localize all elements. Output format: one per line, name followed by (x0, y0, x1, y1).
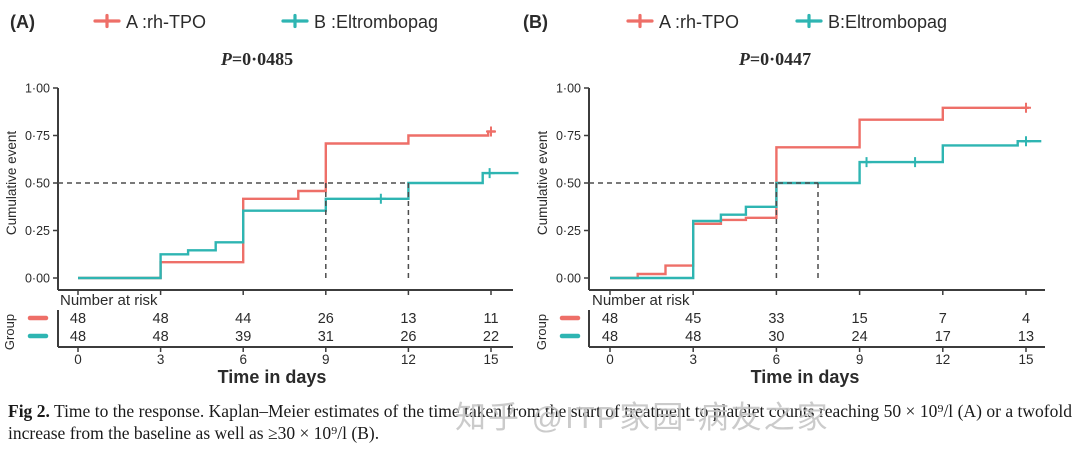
risk-count: 48 (602, 329, 618, 345)
risk-count: 48 (685, 329, 701, 345)
y-tick-label: 0·25 (556, 224, 581, 238)
y-axis-label: Cumulative event (4, 131, 19, 236)
p-symbol: P (738, 49, 751, 69)
x-tick-label: 9 (322, 352, 330, 367)
censor-mark-icon (375, 193, 386, 204)
censor-mark-icon (910, 157, 921, 168)
risk-count: 15 (852, 311, 868, 327)
group-axis-label: Group (534, 314, 549, 350)
risk-count: 44 (235, 311, 251, 327)
x-tick-label: 3 (157, 352, 165, 367)
censor-mark-icon (1021, 102, 1031, 113)
p-number: =0·0447 (750, 49, 811, 69)
censor-mark-icon (486, 126, 496, 137)
censor-mark-icon (861, 157, 872, 168)
risk-table-header: Number at risk (592, 292, 690, 309)
km-figure: (A) A :rh-TPO B :Eltrombopag P=0·0485 Cu… (2, 12, 1045, 387)
risk-count: 26 (318, 311, 334, 327)
x-tick-label: 6 (239, 352, 247, 367)
panel-b: (B) A :rh-TPO B:Eltrombopag P=0·0447 Cum… (523, 12, 1045, 387)
panel-b-label: (B) (523, 12, 548, 32)
panel-b-generated: 1·00 0·75 0·50 0·25 0·00 0 48 48 3 45 48 6 33 30 9 15 24… (556, 82, 1042, 367)
risk-count: 13 (400, 311, 416, 327)
risk-count: 45 (685, 311, 701, 327)
x-tick-label: 3 (689, 352, 697, 367)
risk-count: 13 (1018, 329, 1034, 345)
x-tick-label: 0 (606, 352, 614, 367)
censor-mark-icon (484, 168, 495, 179)
y-tick-label: 0·50 (25, 177, 50, 191)
risk-count: 48 (70, 329, 86, 345)
x-tick-label: 6 (773, 352, 781, 367)
legend-label-rh-tpo: A :rh-TPO (659, 12, 739, 32)
risk-table-axes (588, 310, 1045, 348)
risk-count: 48 (153, 311, 169, 327)
censor-mark-icon (1021, 136, 1031, 147)
x-tick-label: 15 (1018, 352, 1033, 367)
risk-table-axes (57, 310, 513, 348)
risk-count: 33 (768, 311, 784, 327)
x-tick-label: 0 (74, 352, 82, 367)
risk-count: 7 (939, 311, 947, 327)
p-number: =0·0485 (232, 49, 293, 69)
panel-a: (A) A :rh-TPO B :Eltrombopag P=0·0485 Cu… (2, 12, 519, 387)
p-value: P=0·0485 (220, 49, 293, 69)
x-axis-label: Time in days (751, 367, 860, 387)
p-value: P=0·0447 (738, 49, 811, 69)
y-tick-label: 0·75 (556, 129, 581, 143)
y-tick-label: 1·00 (556, 82, 581, 96)
y-tick-label: 1·00 (25, 82, 50, 96)
x-tick-label: 15 (483, 352, 498, 367)
risk-count: 22 (483, 329, 499, 345)
km-curve-eltrombopag (78, 171, 519, 280)
panel-a-generated: 1·00 0·75 0·50 0·25 0·00 0 48 48 3 48 48 6 44 39 9 26 31… (25, 82, 519, 367)
figure-caption-text: Time to the response. Kaplan–Meier estim… (8, 401, 1072, 443)
figure-caption-label: Fig 2. (8, 401, 50, 421)
group-axis-label: Group (2, 314, 17, 350)
risk-count: 26 (400, 329, 416, 345)
km-curve-rh-tpo (610, 106, 1029, 280)
panel-a-label: (A) (10, 12, 35, 32)
figure-caption: Fig 2. Time to the response. Kaplan–Meie… (8, 400, 1072, 444)
risk-count: 39 (235, 329, 251, 345)
y-axis-label: Cumulative event (535, 131, 550, 236)
y-tick-label: 0·00 (25, 272, 50, 286)
p-symbol: P (220, 49, 233, 69)
plot-axes (57, 88, 513, 291)
risk-count: 31 (318, 329, 334, 345)
y-tick-label: 0·75 (25, 129, 50, 143)
x-tick-label: 12 (401, 352, 416, 367)
legend-label-eltrombopag: B:Eltrombopag (828, 12, 947, 32)
y-tick-label: 0·25 (25, 224, 50, 238)
x-tick-label: 12 (935, 352, 950, 367)
risk-count: 24 (852, 329, 868, 345)
risk-count: 11 (483, 311, 498, 327)
risk-count: 17 (935, 329, 951, 345)
y-tick-label: 0·00 (556, 272, 581, 286)
risk-table-header: Number at risk (60, 292, 158, 309)
risk-count: 48 (602, 311, 618, 327)
risk-count: 4 (1022, 311, 1030, 327)
legend-label-rh-tpo: A :rh-TPO (126, 12, 206, 32)
x-axis-label: Time in days (218, 367, 327, 387)
y-tick-label: 0·50 (556, 177, 581, 191)
km-curve-rh-tpo (78, 130, 496, 280)
plot-axes (588, 88, 1045, 291)
x-tick-label: 9 (856, 352, 864, 367)
km-curve-eltrombopag (610, 140, 1042, 280)
risk-count: 48 (70, 311, 86, 327)
risk-count: 30 (768, 329, 784, 345)
risk-count: 48 (153, 329, 169, 345)
legend-label-eltrombopag: B :Eltrombopag (314, 12, 438, 32)
